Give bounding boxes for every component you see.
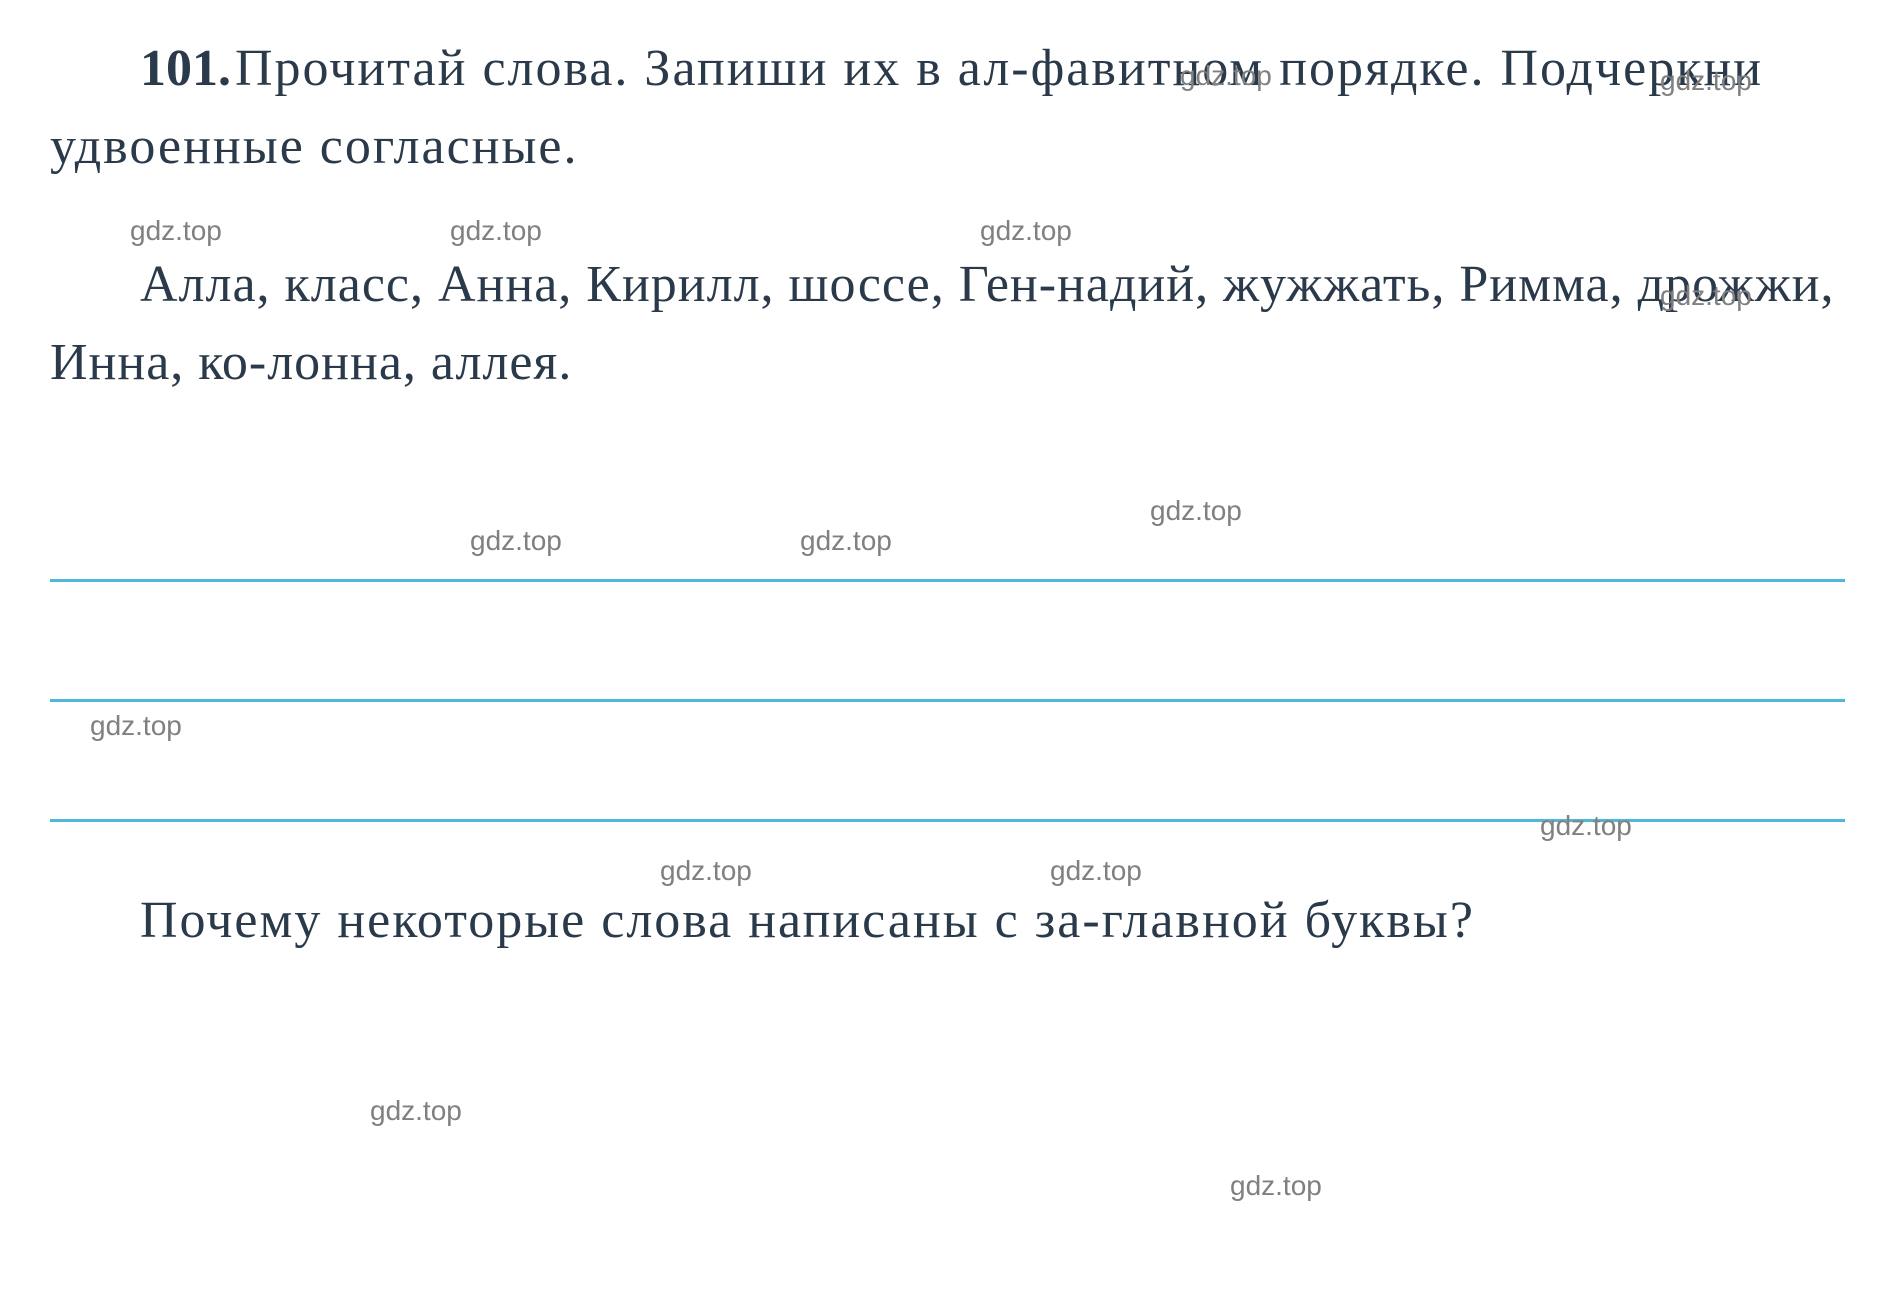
answer-lines-container [50,462,1845,822]
answer-line[interactable] [50,582,1845,702]
question-text: Почему некоторые слова написаны с за-гла… [50,882,1845,960]
watermark: gdz.top [1660,280,1752,312]
word-list: Алла, класс, Анна, Кирилл, шоссе, Ген-на… [50,246,1845,402]
answer-line[interactable] [50,702,1845,822]
watermark: gdz.top [450,215,542,247]
watermark: gdz.top [800,525,892,557]
watermark: gdz.top [130,215,222,247]
watermark: gdz.top [1230,1170,1322,1202]
watermark: gdz.top [980,215,1072,247]
watermark: gdz.top [1150,495,1242,527]
watermark: gdz.top [370,1095,462,1127]
watermark: gdz.top [660,855,752,887]
watermark: gdz.top [90,710,182,742]
instruction-block: 101. Прочитай слова. Запиши их в ал-фави… [50,30,1845,186]
watermark: gdz.top [1540,810,1632,842]
watermark: gdz.top [1180,60,1272,92]
watermark: gdz.top [1660,65,1752,97]
watermark: gdz.top [1050,855,1142,887]
answer-line[interactable] [50,462,1845,582]
instruction-text: Прочитай слова. Запиши их в ал-фавитном … [50,40,1763,175]
watermark: gdz.top [470,525,562,557]
exercise-number: 101. [140,40,231,97]
